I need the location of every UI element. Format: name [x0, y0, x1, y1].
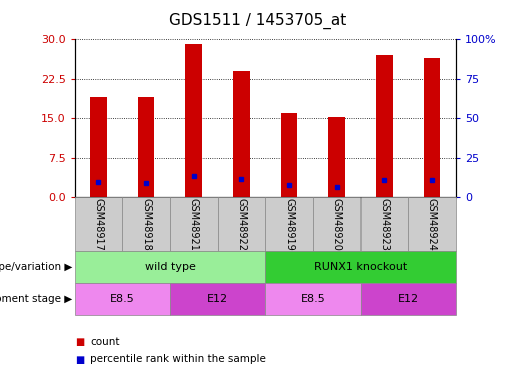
Text: ■: ■: [75, 354, 84, 364]
Text: GSM48923: GSM48923: [380, 198, 389, 250]
Text: GSM48921: GSM48921: [189, 198, 199, 250]
Text: GSM48920: GSM48920: [332, 198, 341, 250]
Text: GSM48919: GSM48919: [284, 198, 294, 250]
Text: GSM48922: GSM48922: [236, 198, 246, 250]
Text: percentile rank within the sample: percentile rank within the sample: [90, 354, 266, 364]
Text: GSM48924: GSM48924: [427, 198, 437, 250]
Text: ■: ■: [75, 337, 84, 347]
Bar: [233, 71, 250, 197]
Bar: [90, 97, 107, 197]
Text: wild type: wild type: [145, 262, 195, 272]
Text: E8.5: E8.5: [300, 294, 325, 304]
Bar: [138, 97, 154, 197]
Bar: [376, 55, 392, 197]
Text: GSM48918: GSM48918: [141, 198, 151, 250]
Bar: [281, 113, 297, 197]
Text: E12: E12: [207, 294, 228, 304]
Text: count: count: [90, 337, 119, 347]
Text: E12: E12: [398, 294, 419, 304]
Text: RUNX1 knockout: RUNX1 knockout: [314, 262, 407, 272]
Text: development stage ▶: development stage ▶: [0, 294, 72, 304]
Text: genotype/variation ▶: genotype/variation ▶: [0, 262, 72, 272]
Text: GDS1511 / 1453705_at: GDS1511 / 1453705_at: [169, 13, 346, 29]
Text: E8.5: E8.5: [110, 294, 135, 304]
Text: GSM48917: GSM48917: [94, 198, 104, 250]
Bar: [185, 44, 202, 197]
Bar: [329, 117, 345, 197]
Bar: [424, 58, 440, 197]
